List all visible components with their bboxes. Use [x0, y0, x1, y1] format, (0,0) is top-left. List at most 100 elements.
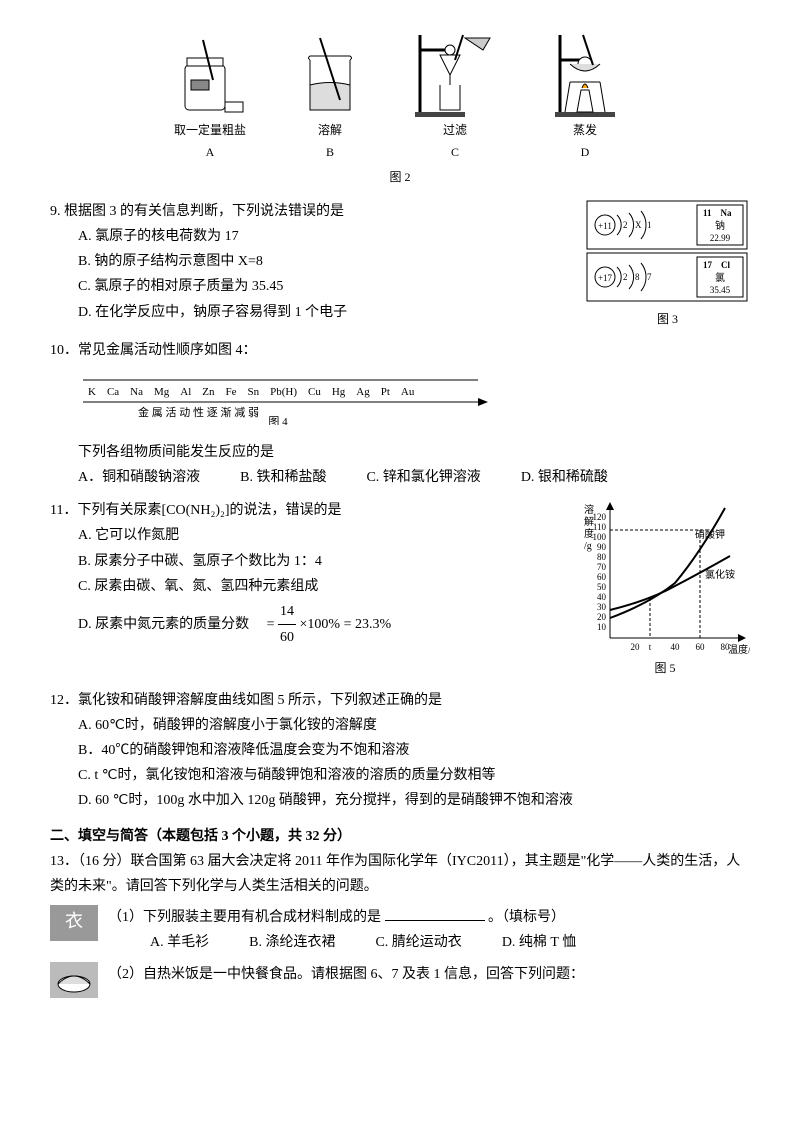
q13-sub1: 衣 （1）下列服装主要用有机合成材料制成的是 。（填标号） A. 羊毛衫 B. … — [50, 905, 750, 955]
fig2-caption: 图 2 — [50, 167, 750, 189]
svg-text:+11: +11 — [598, 221, 612, 231]
fig5-caption: 图 5 — [580, 658, 750, 680]
jar-icon — [165, 30, 255, 120]
q11-d-prefix: D. 尿素中氮元素的质量分数 — [78, 617, 249, 632]
fig2-d-label: 蒸发 — [573, 120, 597, 142]
svg-text:1: 1 — [647, 220, 652, 230]
q10-opt-d: D. 银和稀硫酸 — [521, 465, 608, 490]
q13-sub1-blank[interactable] — [385, 906, 485, 921]
svg-text:8: 8 — [635, 272, 640, 282]
q10-opt-a: A．铜和硝酸钠溶液 — [78, 465, 200, 490]
svg-text:60: 60 — [597, 572, 607, 582]
q13-stem: 13．（16 分）联合国第 63 届大会决定将 2011 年作为国际化学年（IY… — [50, 849, 750, 899]
svg-text:2: 2 — [623, 272, 628, 282]
q13-sub1-prefix: （1）下列服装主要用有机合成材料制成的是 — [108, 910, 381, 925]
svg-text:氯化铵: 氯化铵 — [705, 568, 735, 581]
svg-text:120: 120 — [593, 512, 607, 522]
q13-sub1-line: （1）下列服装主要用有机合成材料制成的是 。（填标号） — [108, 905, 750, 930]
section-2-header: 二、填空与简答（本题包括 3 个小题，共 32 分） — [50, 824, 750, 849]
svg-text:t: t — [649, 642, 652, 652]
fig2-c-letter: C — [451, 142, 459, 164]
svg-text:衣: 衣 — [65, 911, 83, 931]
svg-text:2: 2 — [623, 220, 628, 230]
svg-text:60: 60 — [696, 642, 706, 652]
svg-text:22.99: 22.99 — [710, 233, 731, 243]
question-12: 12．氯化铵和硝酸钾溶解度曲线如图 5 所示，下列叙述正确的是 A. 60℃时，… — [50, 688, 750, 814]
svg-text:50: 50 — [597, 582, 607, 592]
q10-options: A．铜和硝酸钠溶液 B. 铁和稀盐酸 C. 锌和氯化钾溶液 D. 银和稀硫酸 — [50, 465, 750, 490]
figure-3-box: +11 2 X 1 11 Na 钠 22.99 +17 2 8 7 17 Cl … — [585, 199, 750, 331]
fig2-c-label: 过滤 — [443, 120, 467, 142]
svg-text:/g: /g — [584, 541, 592, 552]
q12-opt-b: B．40℃的硝酸钾饱和溶液降低温度会变为不饱和溶液 — [50, 738, 750, 763]
q13-s1-d: D. 纯棉 T 恤 — [502, 930, 576, 955]
q10-opt-b: B. 铁和稀盐酸 — [240, 465, 326, 490]
svg-text:金 属 活 动 性 逐 渐 减 弱: 金 属 活 动 性 逐 渐 减 弱 — [138, 405, 259, 419]
svg-text:硝酸钾: 硝酸钾 — [695, 528, 725, 541]
svg-text:80: 80 — [721, 642, 731, 652]
fig2-item-b: 溶解 B — [285, 30, 375, 163]
fig3-caption: 图 3 — [585, 309, 750, 331]
q13-sub2-text: （2）自热米饭是一中快餐食品。请根据图 6、7 及表 1 信息，回答下列问题： — [108, 962, 750, 987]
svg-text:10: 10 — [597, 622, 607, 632]
q13-s1-b: B. 涤纶连衣裙 — [249, 930, 335, 955]
q10-opt-c: C. 锌和氯化钾溶液 — [366, 465, 480, 490]
svg-text:20: 20 — [597, 612, 607, 622]
clothes-icon: 衣 — [50, 905, 98, 950]
question-11: 溶 解 度 /g 温度/℃ 102030 405060 708090 10011… — [50, 498, 750, 680]
fig2-b-letter: B — [326, 142, 334, 164]
svg-text:70: 70 — [597, 562, 607, 572]
svg-text:80: 80 — [597, 552, 607, 562]
solubility-chart-icon: 溶 解 度 /g 温度/℃ 102030 405060 708090 10011… — [580, 498, 750, 658]
svg-text:图 4: 图 4 — [268, 415, 288, 425]
svg-text:100: 100 — [593, 532, 607, 542]
svg-text:110: 110 — [593, 522, 607, 532]
figure-2-row: 取一定量粗盐 A 溶解 B 过滤 C — [50, 30, 750, 163]
food-icon — [50, 962, 98, 1007]
question-13: 13．（16 分）联合国第 63 届大会决定将 2011 年作为国际化学年（IY… — [50, 849, 750, 1007]
q13-sub2: （2）自热米饭是一中快餐食品。请根据图 6、7 及表 1 信息，回答下列问题： — [50, 962, 750, 1007]
svg-text:钠: 钠 — [715, 219, 725, 232]
q12-opt-c: C. t ℃时，氯化铵饱和溶液与硝酸钾饱和溶液的溶质的质量分数相等 — [50, 763, 750, 788]
svg-text:温度/℃: 温度/℃ — [728, 643, 750, 656]
q11-d-formula: = 1460 ×100% = 23.3% — [253, 617, 392, 632]
svg-text:40: 40 — [597, 592, 607, 602]
svg-text:7: 7 — [647, 272, 652, 282]
fig2-item-a: 取一定量粗盐 A — [165, 30, 255, 163]
svg-text:40: 40 — [671, 642, 681, 652]
q12-stem: 12．氯化铵和硝酸钾溶解度曲线如图 5 所示，下列叙述正确的是 — [50, 688, 750, 713]
fig2-a-letter: A — [206, 142, 215, 164]
figure-4-box: K Ca Na Mg Al Zn Fe Sn Pb(H) Cu Hg Ag Pt… — [78, 370, 750, 434]
fig2-d-letter: D — [581, 142, 590, 164]
fig2-item-d: 蒸发 D — [535, 30, 635, 163]
filter-icon — [405, 30, 505, 120]
q10-stem: 10．常见金属活动性顺序如图 4： — [50, 338, 750, 363]
evaporate-icon — [535, 30, 635, 120]
svg-text:+17: +17 — [598, 273, 613, 283]
q13-s1-a: A. 羊毛衫 — [150, 930, 209, 955]
beaker-stir-icon — [285, 30, 375, 120]
q12-opt-a: A. 60℃时，硝酸钾的溶解度小于氯化铵的溶解度 — [50, 713, 750, 738]
svg-text:17 Cl: 17 Cl — [703, 260, 730, 270]
q13-sub1-options: A. 羊毛衫 B. 涤纶连衣裙 C. 腈纶运动衣 D. 纯棉 T 恤 — [108, 930, 750, 955]
svg-text:20: 20 — [631, 642, 641, 652]
fig2-a-label: 取一定量粗盐 — [174, 120, 246, 142]
svg-text:X: X — [635, 220, 642, 230]
svg-text:11 Na: 11 Na — [703, 208, 732, 218]
fig2-item-c: 过滤 C — [405, 30, 505, 163]
q13-s1-c: C. 腈纶运动衣 — [375, 930, 461, 955]
question-10: 10．常见金属活动性顺序如图 4： K Ca Na Mg Al Zn Fe Sn… — [50, 338, 750, 490]
activity-series-icon: K Ca Na Mg Al Zn Fe Sn Pb(H) Cu Hg Ag Pt… — [78, 370, 498, 425]
q12-opt-d: D. 60 ℃时，100g 水中加入 120g 硝酸钾，充分搅拌，得到的是硝酸钾… — [50, 788, 750, 813]
fig2-b-label: 溶解 — [318, 120, 342, 142]
figure-5-box: 溶 解 度 /g 温度/℃ 102030 405060 708090 10011… — [580, 498, 750, 680]
svg-text:30: 30 — [597, 602, 607, 612]
svg-text:氯: 氯 — [715, 271, 725, 284]
svg-text:35.45: 35.45 — [710, 285, 731, 295]
q13-sub1-suffix: 。（填标号） — [488, 910, 565, 925]
svg-text:90: 90 — [597, 542, 607, 552]
activity-series-text: K Ca Na Mg Al Zn Fe Sn Pb(H) Cu Hg Ag Pt… — [88, 386, 415, 398]
figure-3-icon: +11 2 X 1 11 Na 钠 22.99 +17 2 8 7 17 Cl … — [585, 199, 750, 309]
q10-sub: 下列各组物质间能发生反应的是 — [50, 440, 750, 465]
question-9: +11 2 X 1 11 Na 钠 22.99 +17 2 8 7 17 Cl … — [50, 199, 750, 331]
